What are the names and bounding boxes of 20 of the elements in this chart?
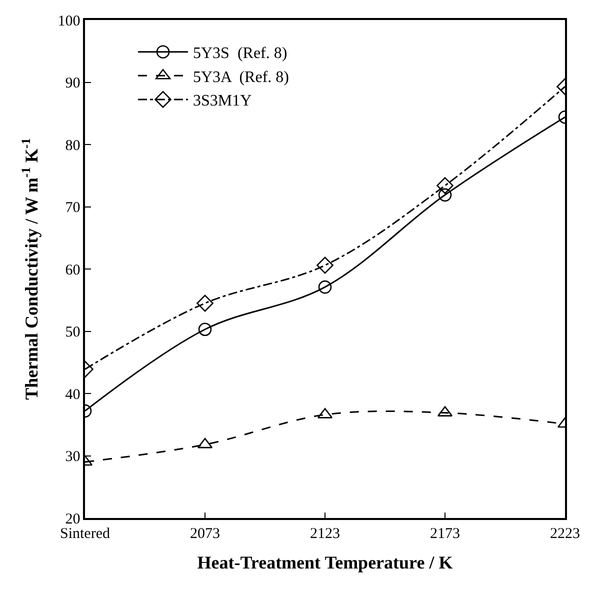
y-tick-label: 40 <box>65 386 80 403</box>
x-tick-label: Sintered <box>60 526 110 542</box>
y-tick-label: 100 <box>58 13 80 30</box>
x-tick-label: 2173 <box>430 526 460 542</box>
y-tick-label: 20 <box>65 511 80 528</box>
legend-label: 5Y3S (Ref. 8) <box>193 45 288 62</box>
x-tick-label: 2123 <box>310 526 340 542</box>
legend-label: 3S3M1Y <box>193 92 252 110</box>
y-tick-label: 30 <box>65 449 80 465</box>
y-tick-label: 70 <box>65 200 80 216</box>
y-tick-label: 50 <box>65 324 80 340</box>
x-tick-label: 2073 <box>190 526 220 542</box>
y-tick-label: 80 <box>65 138 80 154</box>
legend-label: 5Y3A (Ref. 8) <box>193 68 289 86</box>
x-tick-label: 2223 <box>550 526 580 542</box>
point <box>316 256 334 274</box>
point <box>318 280 332 294</box>
y-tick-label: 60 <box>65 262 80 278</box>
y-tick-label: 90 <box>65 76 80 92</box>
x-axis-title: Heat-Treatment Temperature / K <box>197 552 453 572</box>
